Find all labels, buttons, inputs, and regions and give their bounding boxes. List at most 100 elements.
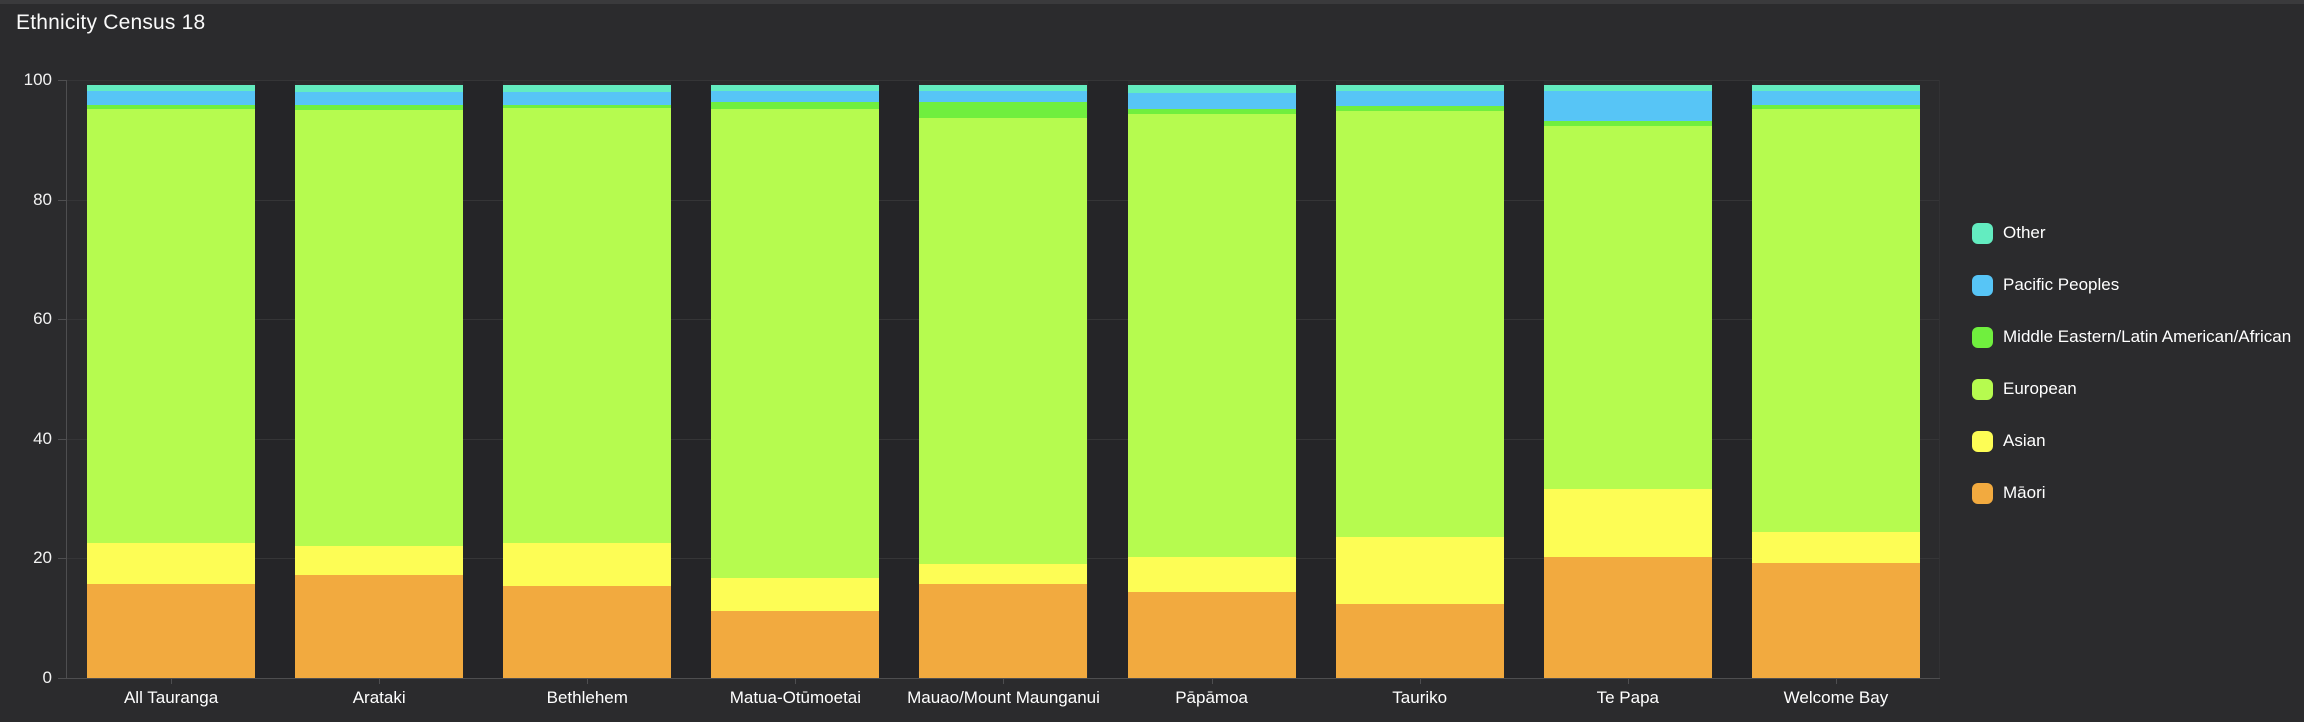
- x-axis-label-tauriko: Tauriko: [1392, 688, 1448, 707]
- bar-segment-middle-eastern-latin-american-african[interactable]: [711, 102, 880, 110]
- bar-segment-pacific-peoples[interactable]: [87, 90, 256, 106]
- bar-columns: [67, 80, 1940, 684]
- bar-segment-european[interactable]: [87, 109, 256, 544]
- bar-segment-european[interactable]: [1543, 126, 1712, 490]
- y-tick-mark: [58, 438, 66, 440]
- legend-swatch-middle-eastern-latin-american-african: [1972, 326, 1993, 348]
- bar-segment-asian[interactable]: [1751, 532, 1920, 564]
- bar-segment-asian[interactable]: [919, 564, 1088, 584]
- bar-segment-european[interactable]: [919, 117, 1088, 565]
- x-axis-label-bethlehem: Bethlehem: [546, 688, 628, 707]
- stacked-bar-te-papa[interactable]: [1543, 84, 1712, 678]
- bar-segment-middle-eastern-latin-american-african[interactable]: [1335, 105, 1504, 111]
- y-tick-mark: [58, 80, 66, 81]
- bar-segment-european[interactable]: [1335, 110, 1504, 538]
- stacked-bar-mauao-mount-maunganui[interactable]: [919, 84, 1088, 678]
- bar-segment-pacific-peoples[interactable]: [503, 92, 672, 106]
- bar-segment-pacific-peoples[interactable]: [711, 91, 880, 103]
- bar-segment-other[interactable]: [87, 84, 256, 91]
- column-gap-band: [879, 80, 920, 678]
- bar-column-tauriko: [1316, 80, 1524, 684]
- y-tick-mark: [58, 199, 66, 201]
- legend-swatch-asian: [1972, 430, 1993, 452]
- stacked-bar-tauriko[interactable]: [1335, 84, 1504, 678]
- bar-segment-middle-eastern-latin-american-african[interactable]: [1543, 121, 1712, 127]
- bar-column-matua-ot-moetai: [691, 80, 899, 684]
- bar-segment-pacific-peoples[interactable]: [1127, 93, 1296, 109]
- bar-segment-m-ori[interactable]: [87, 583, 256, 678]
- bar-segment-asian[interactable]: [295, 545, 464, 575]
- bar-segment-middle-eastern-latin-american-african[interactable]: [1127, 108, 1296, 115]
- bar-segment-asian[interactable]: [87, 543, 256, 584]
- bar-segment-other[interactable]: [503, 84, 672, 93]
- bar-segment-other[interactable]: [711, 84, 880, 92]
- bar-segment-pacific-peoples[interactable]: [1335, 91, 1504, 106]
- bar-segment-other[interactable]: [295, 85, 464, 92]
- plot-right-border: [1939, 80, 1940, 678]
- legend-item-european[interactable]: European: [1972, 378, 2291, 400]
- x-axis-label-matua-ot-moetai: Matua-Otūmoetai: [729, 688, 862, 707]
- legend-label-middle-eastern-latin-american-african: Middle Eastern/Latin American/African: [2003, 327, 2292, 346]
- bar-segment-m-ori[interactable]: [1335, 603, 1504, 678]
- bar-column-p-p-moa: [1108, 80, 1316, 684]
- column-gap-band: [671, 80, 712, 678]
- legend-item-middle-eastern-latin-american-african[interactable]: Middle Eastern/Latin American/African: [1972, 326, 2291, 348]
- bar-segment-m-ori[interactable]: [1127, 591, 1296, 678]
- stacked-bar-arataki[interactable]: [295, 85, 464, 678]
- legend-item-asian[interactable]: Asian: [1972, 430, 2291, 452]
- bar-segment-middle-eastern-latin-american-african[interactable]: [295, 104, 464, 110]
- x-tick-mark: [1211, 679, 1213, 684]
- bar-segment-m-ori[interactable]: [503, 585, 672, 678]
- y-axis-line: [66, 80, 67, 679]
- x-tick-mark: [587, 679, 589, 684]
- top-strip-divider: [0, 0, 2304, 4]
- stacked-bar-p-p-moa[interactable]: [1127, 84, 1296, 678]
- bar-segment-pacific-peoples[interactable]: [919, 90, 1088, 103]
- bar-segment-m-ori[interactable]: [1751, 563, 1920, 678]
- bar-segment-middle-eastern-latin-american-african[interactable]: [503, 105, 672, 109]
- bar-column-arataki: [275, 80, 483, 684]
- bar-segment-asian[interactable]: [1543, 489, 1712, 557]
- plot-area: [66, 80, 1940, 684]
- bar-segment-middle-eastern-latin-american-african[interactable]: [87, 105, 256, 110]
- bar-segment-m-ori[interactable]: [295, 574, 464, 678]
- stacked-bar-all-tauranga[interactable]: [87, 84, 256, 678]
- bar-segment-m-ori[interactable]: [711, 611, 880, 678]
- legend-swatch-european: [1972, 378, 1993, 400]
- legend-item-other[interactable]: Other: [1972, 222, 2291, 244]
- bar-segment-other[interactable]: [1751, 84, 1920, 91]
- column-gap-band: [255, 80, 296, 678]
- bar-segment-asian[interactable]: [711, 578, 880, 612]
- legend-item-m-ori[interactable]: Māori: [1972, 482, 2291, 504]
- y-tick-label-0: 0: [42, 668, 52, 687]
- bar-segment-m-ori[interactable]: [919, 583, 1088, 678]
- bar-segment-other[interactable]: [1127, 84, 1296, 94]
- bar-segment-european[interactable]: [1751, 109, 1920, 533]
- x-axis-labels: All Tauranga Arataki Bethlehem Matua-Otūmoe…: [67, 688, 1940, 708]
- bar-segment-middle-eastern-latin-american-african[interactable]: [919, 102, 1088, 118]
- x-tick-mark: [1627, 679, 1629, 684]
- bar-segment-european[interactable]: [711, 109, 880, 579]
- bar-segment-asian[interactable]: [503, 542, 672, 586]
- bar-segment-european[interactable]: [295, 109, 464, 546]
- bar-segment-asian[interactable]: [1335, 537, 1504, 604]
- stacked-bar-bethlehem[interactable]: [503, 84, 672, 678]
- y-tick-label-100: 100: [23, 70, 52, 89]
- stacked-bar-welcome-bay[interactable]: [1751, 84, 1920, 678]
- bar-segment-m-ori[interactable]: [1543, 556, 1712, 678]
- stacked-bar-matua-ot-moetai[interactable]: [711, 84, 880, 678]
- legend-label-other: Other: [2003, 223, 2046, 242]
- bar-segment-pacific-peoples[interactable]: [1751, 90, 1920, 106]
- bar-segment-pacific-peoples[interactable]: [1543, 90, 1712, 122]
- bar-segment-pacific-peoples[interactable]: [295, 91, 464, 105]
- bar-segment-european[interactable]: [1127, 114, 1296, 558]
- legend-item-pacific-peoples[interactable]: Pacific Peoples: [1972, 274, 2291, 296]
- bar-segment-middle-eastern-latin-american-african[interactable]: [1751, 105, 1920, 110]
- bar-segment-other[interactable]: [919, 84, 1088, 91]
- column-gap-band: [1711, 80, 1752, 678]
- bar-segment-asian[interactable]: [1127, 557, 1296, 592]
- x-tick-mark: [1419, 679, 1421, 684]
- bar-segment-other[interactable]: [1543, 84, 1712, 91]
- bar-segment-european[interactable]: [503, 108, 672, 543]
- bar-segment-other[interactable]: [1335, 84, 1504, 92]
